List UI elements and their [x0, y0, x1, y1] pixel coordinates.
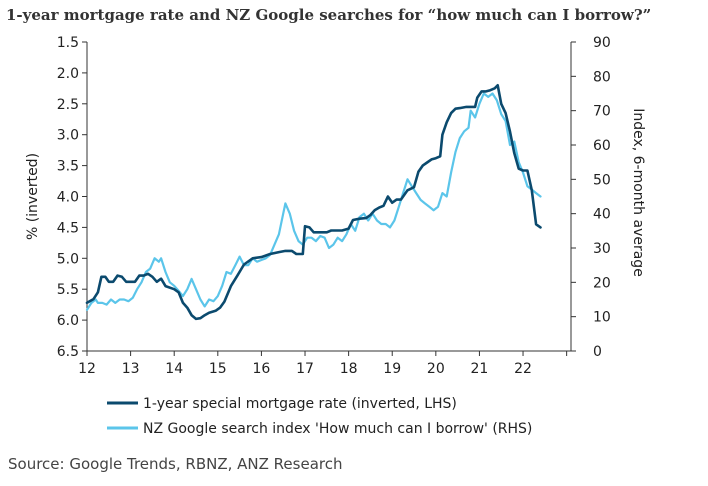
- right-tick-label: 0: [593, 344, 602, 360]
- right-tick-label: 10: [593, 310, 611, 326]
- x-tick-label: 15: [209, 361, 227, 377]
- x-tick-label: 22: [514, 361, 532, 377]
- left-tick-label: 6.0: [57, 313, 79, 329]
- x-tick-label: 17: [296, 361, 314, 377]
- x-tick-label: 14: [165, 361, 183, 377]
- left-tick-label: 5.0: [57, 251, 79, 267]
- left-tick-label: 2.5: [57, 97, 79, 113]
- right-tick-label: 60: [593, 138, 611, 154]
- x-tick-label: 16: [253, 361, 271, 377]
- right-tick-label: 30: [593, 241, 611, 257]
- axes: 1.5 2.0 2.5 3.0 3.5 4.0 4.5 5.0 5.5 6.0 6.5 0 10 20 30…: [25, 35, 646, 377]
- left-tick-label: 2.0: [57, 66, 79, 82]
- right-axis-title: Index, 6-month average: [630, 108, 646, 277]
- legend-label-google: NZ Google search index 'How much can I b…: [143, 421, 532, 437]
- legend: 1-year special mortgage rate (inverted, …: [107, 396, 532, 437]
- x-tick-label: 19: [383, 361, 401, 377]
- left-tick-label: 4.0: [57, 190, 79, 206]
- x-tick-label: 21: [471, 361, 489, 377]
- left-tick-label: 3.5: [57, 159, 79, 175]
- x-tick-label: 20: [427, 361, 445, 377]
- right-tick-label: 50: [593, 172, 611, 188]
- left-tick-label: 4.5: [57, 220, 79, 236]
- x-tick-label: 18: [340, 361, 358, 377]
- source-note: Source: Google Trends, RBNZ, ANZ Researc…: [8, 455, 343, 473]
- series-line-mortgage-rate: [85, 84, 542, 321]
- x-tick-label: 12: [78, 361, 96, 377]
- legend-label-mortgage: 1-year special mortgage rate (inverted, …: [143, 396, 457, 412]
- chart-title: 1-year mortgage rate and NZ Google searc…: [6, 6, 652, 24]
- right-tick-label: 20: [593, 275, 611, 291]
- left-axis-title: % (inverted): [25, 153, 41, 240]
- right-tick-label: 40: [593, 207, 611, 223]
- left-tick-label: 3.0: [57, 128, 79, 144]
- right-tick-label: 70: [593, 104, 611, 120]
- series-layer: [85, 84, 542, 321]
- right-tick-label: 90: [593, 35, 611, 51]
- left-tick-label: 5.5: [57, 282, 79, 298]
- x-tick-label: 13: [122, 361, 140, 377]
- series-line-google-index: [85, 92, 542, 311]
- left-tick-label: 1.5: [57, 35, 79, 51]
- left-tick-label: 6.5: [57, 344, 79, 360]
- right-tick-label: 80: [593, 69, 611, 85]
